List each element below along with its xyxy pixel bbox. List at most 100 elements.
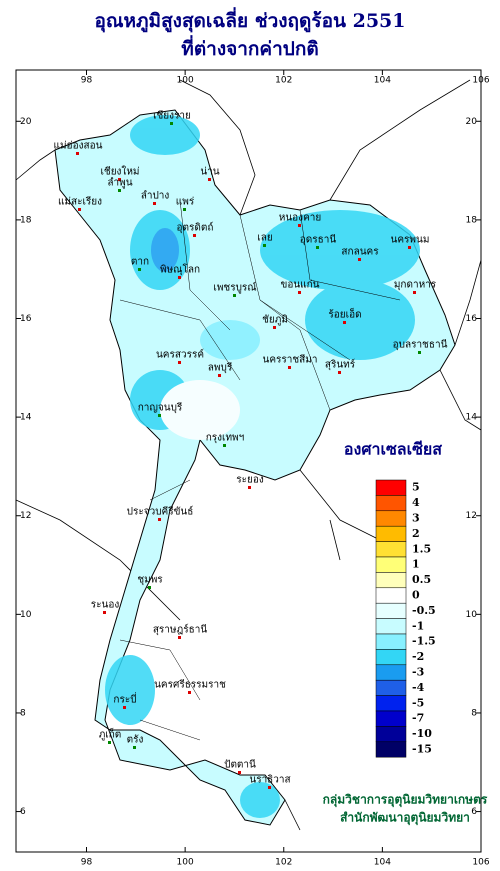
legend-swatch (375, 679, 407, 696)
station (343, 321, 346, 324)
legend-swatch (375, 479, 407, 496)
place-label: ขอนแก่น (280, 280, 319, 291)
station (123, 706, 126, 709)
station (316, 246, 319, 249)
legend-swatch (375, 556, 407, 573)
place-label: อุตรดิตถ์ (177, 222, 214, 234)
lat-label: 6 (20, 807, 26, 817)
lat-label: 8 (471, 708, 477, 718)
station (208, 178, 211, 181)
legend-label: -15 (412, 743, 432, 756)
place-label: กาญจนบุรี (138, 402, 183, 414)
legend-label: 3 (412, 512, 420, 525)
legend-swatch (375, 710, 407, 727)
station (170, 122, 173, 125)
station (288, 366, 291, 369)
lat-label: 14 (20, 413, 32, 423)
legend-label: -1.5 (412, 635, 436, 648)
station (103, 611, 106, 614)
legend-label: 1.5 (412, 542, 431, 555)
place-label: กระบี่ (113, 692, 136, 706)
place-label: หนองคาย (279, 213, 321, 224)
lat-label: 18 (20, 215, 32, 225)
lon-label: 106 (472, 858, 489, 868)
lon-label: 98 (81, 76, 93, 86)
station (358, 258, 361, 261)
place-label: แพร่ (176, 197, 195, 208)
lat-label: 16 (20, 314, 32, 324)
lon-label: 100 (177, 76, 194, 86)
station (218, 374, 221, 377)
place-label: พิษณุโลก (160, 263, 200, 276)
place-label: เชียงราย (153, 110, 191, 122)
place-label: สกลนคร (341, 247, 379, 258)
lon-label: 98 (81, 858, 93, 868)
station (223, 444, 226, 447)
legend-label: -4 (412, 681, 425, 694)
place-label: ชุมพร (137, 575, 163, 586)
place-label: ประจวบคีรีขันธ์ (127, 506, 194, 518)
station (118, 178, 121, 181)
legend-swatch (375, 510, 407, 527)
legend-title: องศาเซลเซียส (344, 440, 442, 459)
lat-label: 8 (20, 708, 26, 718)
lat-label: 10 (20, 610, 32, 620)
place-label: ปัตตานี (224, 759, 256, 771)
legend-label: 0.5 (412, 573, 431, 586)
station (133, 746, 136, 749)
station (158, 414, 161, 417)
lat-label: 12 (20, 511, 31, 521)
station (138, 268, 141, 271)
place-label: น่าน (200, 167, 219, 178)
station (273, 326, 276, 329)
station (118, 189, 121, 192)
station (408, 246, 411, 249)
province-borders (119, 199, 401, 741)
lon-label: 104 (374, 858, 391, 868)
legend-label: -10 (412, 727, 432, 740)
place-label: ร้อยเอ็ด (328, 307, 361, 321)
station (76, 152, 79, 155)
station (178, 361, 181, 364)
legend-label: 5 (412, 481, 420, 494)
place-label: ชัยภูมิ (262, 315, 288, 326)
place-label: สุราษฎร์ธานี (153, 624, 207, 636)
lon-label: 106 (472, 76, 489, 86)
place-label: อุบลราชธานี (393, 339, 448, 351)
station (188, 691, 191, 694)
place-label: เพชรบูรณ์ (213, 282, 256, 294)
place-label: นครศรีธรรมราช (154, 679, 226, 691)
place-label: มุกดาหาร (394, 280, 437, 291)
station (418, 351, 421, 354)
station (338, 371, 341, 374)
place-label: แม่สะเรียง (58, 196, 102, 208)
lat-label: 18 (466, 215, 478, 225)
legend-label: -5 (412, 696, 424, 709)
lon-label: 102 (275, 76, 292, 86)
neighbors (15, 79, 482, 831)
legend-label: -2 (412, 650, 424, 663)
legend-swatch (375, 633, 407, 650)
station (78, 208, 81, 211)
place-label: ลำพูน (107, 178, 132, 189)
place-label: นครพนม (391, 235, 430, 246)
legend-label: 4 (412, 496, 420, 509)
legend-label: -7 (412, 712, 424, 725)
station (153, 202, 156, 205)
place-label: เลย (257, 233, 272, 244)
place-label: นครราชสีมา (263, 354, 318, 366)
place-label: นราธิวาส (249, 775, 290, 786)
legend-swatch (375, 664, 407, 681)
legend-swatch (375, 741, 407, 758)
legend-swatch (375, 495, 407, 512)
place-label: เชียงใหม่ (100, 166, 139, 178)
lon-label: 102 (275, 858, 292, 868)
station (413, 291, 416, 294)
place-label: ภูเก็ต (99, 727, 122, 741)
lat-label: 14 (466, 413, 478, 423)
station (263, 244, 266, 247)
legend-swatch (375, 587, 407, 604)
legend-label: -3 (412, 666, 424, 679)
